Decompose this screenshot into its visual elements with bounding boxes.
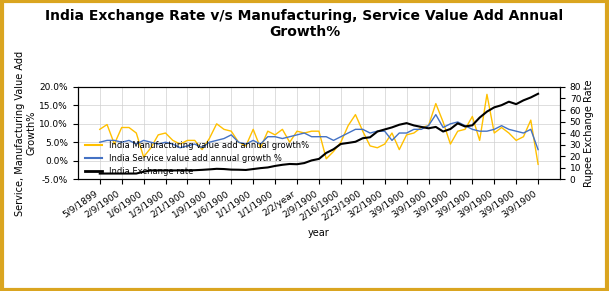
Text: India Exchange Rate v/s Manufacturing, Service Value Add Annual
Growth%: India Exchange Rate v/s Manufacturing, S… (46, 9, 563, 39)
Y-axis label: Service, Manufacturing Value Add
Growth%: Service, Manufacturing Value Add Growth% (15, 50, 37, 216)
Y-axis label: Rupee Exchange Rate: Rupee Exchange Rate (584, 79, 594, 187)
Legend: India Manufacturing value add annual growth%, India Service value add annual gro: India Manufacturing value add annual gro… (82, 138, 312, 180)
X-axis label: year: year (308, 228, 330, 238)
